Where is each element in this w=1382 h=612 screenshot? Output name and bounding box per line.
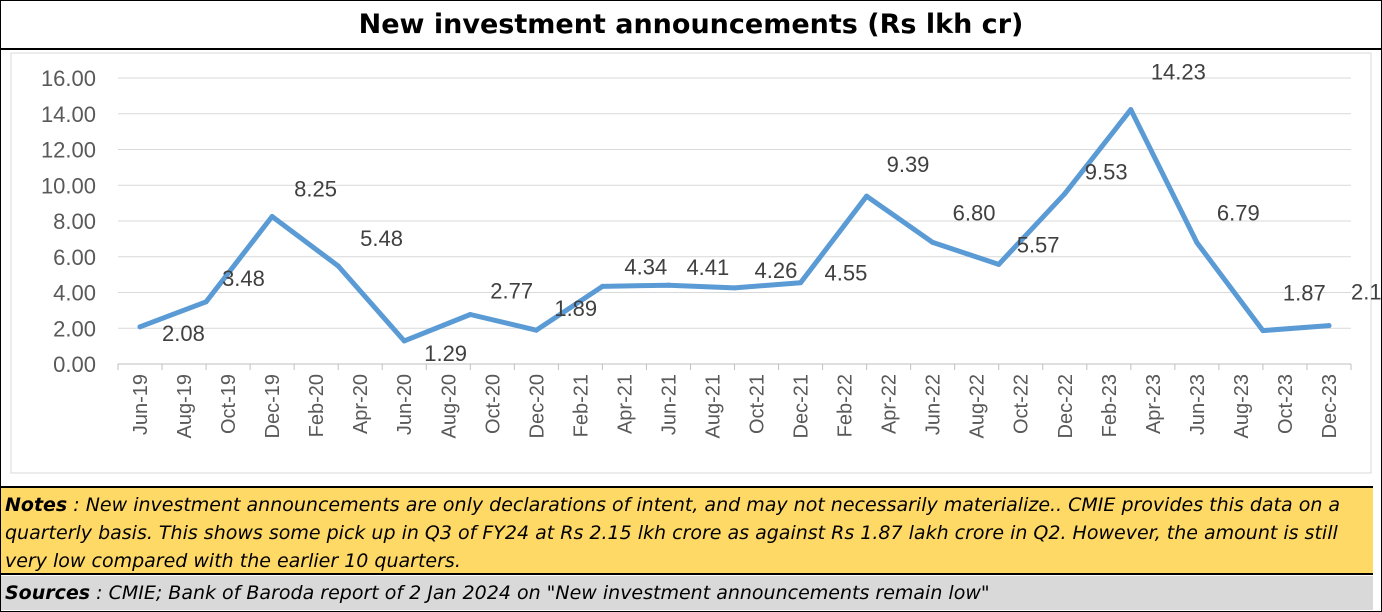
data-label: 1.29: [424, 341, 467, 366]
x-tick-label: Oct-21: [747, 374, 769, 434]
x-tick-label: Jun-20: [394, 374, 416, 435]
data-point: [1260, 328, 1266, 334]
notes-text: : New investment announcements are only …: [5, 494, 1341, 572]
chart-title-bar: New investment announcements (Rs lkh cr): [1, 1, 1381, 50]
data-label: 9.53: [1085, 160, 1128, 185]
x-tick-label: Dec-21: [791, 374, 813, 438]
x-tick-label: Feb-23: [1099, 374, 1121, 437]
x-tick-label: Apr-22: [879, 374, 901, 434]
chart-title: New investment announcements (Rs lkh cr): [358, 9, 1024, 40]
line-chart: 0.00 2.00 4.00 6.00 8.00 10.00 12.00 14.00 16.00…: [10, 52, 1381, 474]
data-point: [335, 263, 341, 269]
y-tick-label: 8.00: [53, 209, 96, 234]
data-point: [599, 283, 605, 289]
x-tick-label: Jun-21: [658, 374, 680, 435]
x-tick-label: Apr-20: [350, 374, 372, 434]
x-tick-label: Feb-22: [835, 374, 857, 437]
data-label: 2.15: [1351, 280, 1381, 305]
y-tick-label: 4.00: [53, 281, 96, 306]
x-tick-label: Dec-20: [526, 374, 548, 438]
data-label: 4.55: [825, 261, 868, 286]
data-label: 5.57: [1017, 232, 1060, 257]
y-tick-label: 6.00: [53, 245, 96, 270]
x-tick-label: Oct-20: [482, 374, 504, 434]
x-tick-label: Aug-23: [1231, 374, 1253, 439]
x-tick-label: Dec-19: [262, 374, 284, 438]
chart-area: 0.00 2.00 4.00 6.00 8.00 10.00 12.00 14.00 16.00…: [1, 50, 1381, 485]
x-tick-label: Aug-22: [967, 374, 989, 439]
plot-border: [10, 52, 1372, 474]
sources-label: Sources: [5, 582, 91, 604]
data-point: [533, 327, 539, 333]
data-point: [798, 280, 804, 286]
x-tick-label: Apr-21: [614, 374, 636, 434]
notes-label: Notes: [5, 494, 68, 516]
data-point: [467, 311, 473, 317]
data-label: 3.48: [222, 266, 265, 291]
y-tick-label: 10.00: [41, 173, 96, 198]
x-tick-label: Oct-23: [1275, 374, 1297, 434]
y-tick-label: 12.00: [41, 138, 96, 163]
data-label: 2.77: [490, 278, 533, 303]
x-tick-label: Aug-21: [702, 374, 724, 439]
x-tick-label: Jun-19: [130, 374, 152, 435]
data-point: [137, 324, 143, 330]
data-point: [269, 214, 275, 220]
x-tick-label: Dec-22: [1055, 374, 1077, 438]
data-label: 4.26: [755, 258, 798, 283]
y-tick-label: 16.00: [41, 66, 96, 91]
data-point: [1194, 240, 1200, 246]
data-point: [732, 285, 737, 291]
data-label: 6.79: [1217, 201, 1260, 226]
data-label: 4.41: [686, 255, 729, 280]
data-label: 9.39: [887, 152, 930, 177]
data-label: 5.48: [360, 226, 403, 251]
x-tick-label: Aug-20: [438, 374, 460, 439]
data-point: [930, 239, 936, 245]
x-tick-label: Feb-21: [570, 374, 592, 437]
data-label: 4.34: [624, 254, 667, 279]
x-tick-label: Apr-23: [1143, 374, 1165, 434]
y-tick-label: 2.00: [53, 316, 96, 341]
y-tick-label: 14.00: [41, 102, 96, 127]
data-point: [665, 282, 671, 288]
data-label: 6.80: [953, 200, 996, 225]
data-label: 1.87: [1283, 281, 1326, 306]
sources-box: Sources : CMIE; Bank of Baroda report of…: [1, 576, 1373, 610]
y-tick-label: 0.00: [53, 352, 96, 377]
data-point: [401, 338, 407, 344]
data-point: [996, 261, 1002, 267]
x-tick-label: Oct-22: [1011, 374, 1033, 434]
x-tick-label: Dec-23: [1319, 374, 1341, 438]
x-tick-label: Jun-23: [1187, 374, 1209, 435]
notes-box: Notes : New investment announcements are…: [1, 486, 1373, 575]
x-tick-label: Jun-22: [923, 374, 945, 435]
data-point: [1062, 191, 1068, 197]
data-label: 1.89: [554, 296, 597, 321]
sources-text: : CMIE; Bank of Baroda report of 2 Jan 2…: [90, 582, 990, 604]
data-label: 14.23: [1151, 60, 1206, 85]
data-point: [1128, 107, 1134, 113]
data-point: [203, 299, 209, 305]
x-tick-label: Oct-19: [218, 374, 240, 434]
data-label: 2.08: [162, 321, 205, 346]
data-point: [864, 193, 870, 199]
x-tick-label: Feb-20: [306, 374, 328, 437]
series-line: [137, 107, 1332, 344]
data-point: [1326, 323, 1332, 329]
data-label: 8.25: [294, 177, 337, 202]
x-tick-label: Aug-19: [174, 374, 196, 439]
